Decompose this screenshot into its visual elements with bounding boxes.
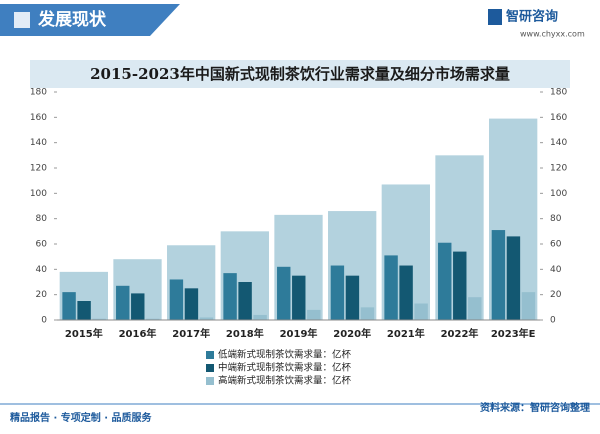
x-tick-label: 2022年 (441, 327, 479, 340)
x-tick-label: 2017年 (172, 327, 210, 340)
y-tick-label: 40 (36, 265, 48, 275)
y2-tick-label: 0 (550, 316, 556, 326)
legend-label: 低端新式现制茶饮需求量：亿杯 (218, 349, 352, 361)
bar (292, 275, 306, 320)
y-tick-label: 120 (30, 164, 47, 174)
x-tick-label: 2018年 (226, 327, 264, 340)
bar (223, 273, 237, 320)
legend-label: 中端新式现制茶饮需求量：亿杯 (218, 362, 352, 374)
bar (438, 242, 452, 320)
y-tick-label: 140 (30, 138, 47, 148)
bar (453, 251, 467, 320)
x-tick-label: 2023年E (491, 327, 536, 340)
y2-tick-label: 120 (550, 164, 567, 174)
bar (506, 236, 521, 320)
header-band (0, 4, 180, 36)
y-tick-label: 180 (30, 88, 47, 98)
y-tick-label: 100 (30, 189, 47, 199)
footer-slogan: 精品报告 · 专项定制 · 品质服务 (10, 411, 153, 424)
bar (253, 314, 267, 320)
bar (116, 285, 130, 320)
y2-tick-label: 100 (550, 189, 567, 199)
bar (92, 318, 106, 320)
y-tick-label: 80 (36, 214, 48, 224)
bar (491, 230, 506, 320)
bar (184, 288, 199, 320)
bar (62, 292, 76, 320)
chart-title-bg (30, 60, 570, 88)
bar (330, 265, 345, 320)
y-tick-label: 0 (41, 316, 47, 326)
header-icon (14, 12, 30, 28)
y2-tick-label: 40 (550, 265, 562, 275)
brand: 智研咨询 (506, 9, 558, 25)
logo-icon (488, 9, 502, 25)
bar (384, 255, 398, 320)
y-tick-label: 60 (36, 240, 48, 250)
bar (521, 292, 536, 320)
bar (169, 279, 184, 320)
legend-label: 高端新式现制茶饮需求量：亿杯 (218, 375, 352, 387)
x-tick-label: 2021年 (387, 327, 425, 340)
x-tick-label: 2016年 (119, 327, 157, 340)
footer-source: 资料来源：智研咨询整理 (480, 401, 590, 414)
bar (468, 297, 482, 320)
bar (277, 266, 291, 320)
x-tick-label: 2019年 (280, 327, 318, 340)
y-tick-label: 160 (30, 113, 47, 123)
legend-swatch (206, 377, 214, 385)
header-title: 发展现状 (37, 9, 107, 30)
bar (77, 301, 91, 320)
bar (414, 303, 428, 320)
x-tick-label: 2015年 (65, 327, 103, 340)
y-tick-label: 20 (36, 290, 48, 300)
bar (131, 293, 145, 320)
x-tick-label: 2020年 (333, 327, 371, 340)
bar (399, 265, 413, 320)
chart-title: 2015-2023年中国新式现制茶饮行业需求量及细分市场需求量 (90, 65, 510, 83)
y2-tick-label: 180 (550, 88, 567, 98)
bar (360, 307, 375, 320)
legend-swatch (206, 364, 214, 372)
y2-tick-label: 20 (550, 290, 562, 300)
website: www.chyxx.com (520, 30, 585, 39)
y2-tick-label: 80 (550, 214, 562, 224)
bar (146, 318, 160, 320)
y2-tick-label: 160 (550, 113, 567, 123)
legend-swatch (206, 351, 214, 359)
bar (199, 317, 214, 320)
bar (345, 275, 360, 320)
y2-tick-label: 60 (550, 240, 562, 250)
y2-tick-label: 140 (550, 138, 567, 148)
bar (238, 282, 252, 320)
bar (307, 309, 321, 320)
